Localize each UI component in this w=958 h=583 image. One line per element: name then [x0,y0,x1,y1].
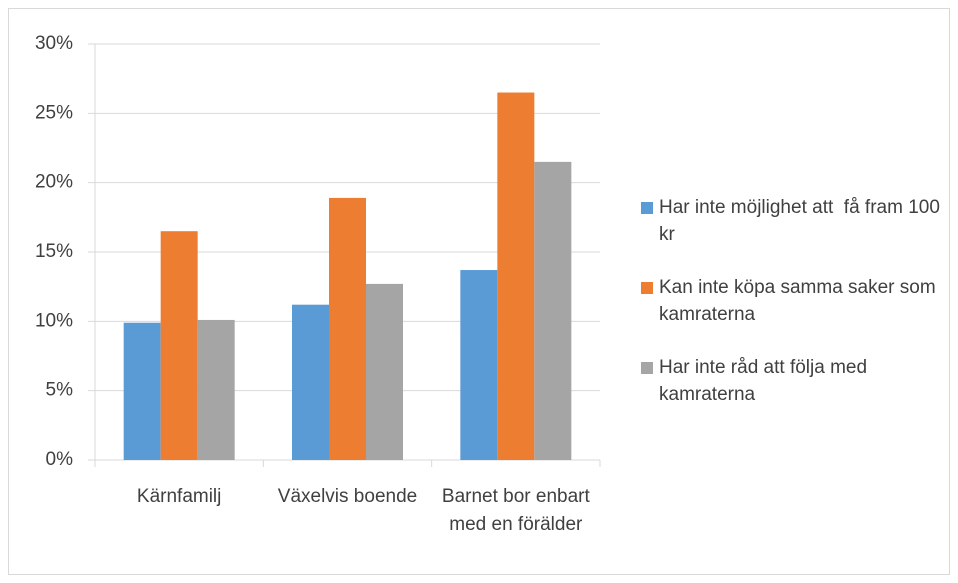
x-tick-label: Växelvis boende [277,486,418,507]
bar [197,319,235,460]
legend-swatch [641,202,653,214]
legend-swatch [641,362,653,374]
x-tick-label: Kärnfamilj [136,486,222,507]
y-tick-label: 15% [35,241,73,262]
bar [292,304,329,460]
y-tick-label: 5% [46,380,74,401]
bar [123,322,161,460]
x-tick-label: Barnet bor enbart med en förälder [441,486,590,535]
bar [534,161,572,460]
bar [329,197,366,461]
bar [460,270,498,460]
legend-swatch [641,282,653,294]
bar [160,231,198,460]
y-tick-label: 25% [35,102,73,123]
bar [366,283,403,460]
bar [497,92,535,461]
y-tick-label: 10% [35,310,73,331]
y-tick-label: 0% [46,449,74,470]
legend-label: Har inte möjlighet att få fram 100 kr [659,197,946,245]
legend-label: Har inte råd att följa med kamraterna [659,357,873,405]
y-tick-label: 20% [35,172,73,193]
y-tick-label: 30% [35,33,73,54]
legend-label: Kan inte köpa samma saker som kamraterna [659,277,941,325]
